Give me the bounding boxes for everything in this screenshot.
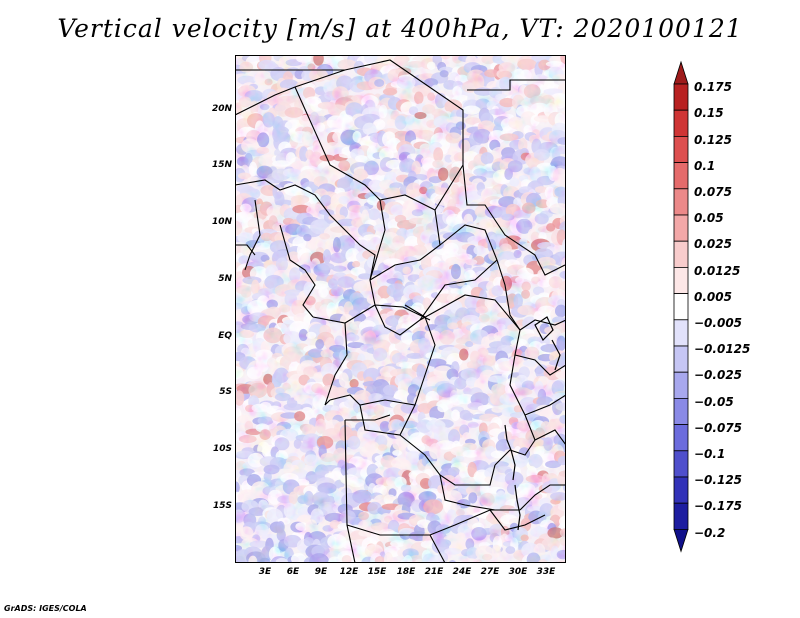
map-frame bbox=[235, 55, 566, 563]
colorbar-cell bbox=[673, 136, 689, 164]
colorbar-cell bbox=[673, 214, 689, 242]
colorbar-cell bbox=[673, 266, 689, 294]
colorbar-cell bbox=[673, 293, 689, 321]
colorbar-bottom-arrow bbox=[673, 529, 689, 553]
colorbar-cell bbox=[673, 240, 689, 268]
colorbar-cell bbox=[673, 83, 689, 111]
lon-label: 21E bbox=[424, 567, 444, 577]
colorbar-cell bbox=[673, 109, 689, 137]
colorbar-label: −0.005 bbox=[694, 316, 743, 330]
grads-credit: GrADS: IGES/COLA bbox=[4, 604, 87, 613]
lat-label: 10N bbox=[211, 217, 232, 227]
lat-label: 15N bbox=[211, 160, 232, 170]
colorbar-cell bbox=[673, 188, 689, 216]
colorbar-label: −0.075 bbox=[694, 421, 743, 435]
lon-label: 18E bbox=[396, 567, 416, 577]
lat-label: 5S bbox=[219, 387, 232, 397]
chart-title: Vertical velocity [m/s] at 400hPa, VT: 2… bbox=[57, 14, 743, 43]
colorbar-label: −0.025 bbox=[694, 368, 743, 382]
colorbar-top-arrow bbox=[673, 60, 689, 85]
colorbar-label: 0.0125 bbox=[694, 264, 741, 278]
colorbar bbox=[673, 60, 689, 553]
colorbar-label: −0.1 bbox=[694, 447, 726, 461]
lon-label: 24E bbox=[452, 567, 472, 577]
lon-label: 9E bbox=[314, 567, 328, 577]
colorbar-label: 0.1 bbox=[694, 159, 716, 173]
colorbar-cells bbox=[673, 60, 689, 553]
colorbar-label: 0.175 bbox=[694, 80, 732, 94]
velocity-texture bbox=[235, 55, 566, 563]
lon-label: 12E bbox=[339, 567, 359, 577]
colorbar-label: 0.05 bbox=[694, 211, 724, 225]
colorbar-label: 0.025 bbox=[694, 237, 732, 251]
lakes bbox=[504, 316, 561, 531]
lon-label: 3E bbox=[258, 567, 272, 577]
colorbar-cell bbox=[673, 319, 689, 347]
vertical-velocity-map bbox=[235, 55, 566, 563]
lon-label: 33E bbox=[536, 567, 556, 577]
lat-label: 15S bbox=[212, 501, 232, 511]
colorbar-label: −0.125 bbox=[694, 473, 743, 487]
colorbar-cell bbox=[673, 397, 689, 425]
colorbar-label: −0.175 bbox=[694, 499, 743, 513]
colorbar-label: 0.125 bbox=[694, 133, 732, 147]
lon-label: 15E bbox=[367, 567, 387, 577]
lat-label: 10S bbox=[212, 444, 232, 454]
lat-label: 20N bbox=[211, 104, 232, 114]
colorbar-cell bbox=[673, 450, 689, 478]
colorbar-label: 0.005 bbox=[694, 290, 732, 304]
lon-label: 30E bbox=[508, 567, 528, 577]
colorbar-label: −0.05 bbox=[694, 395, 734, 409]
colorbar-cell bbox=[673, 476, 689, 504]
colorbar-cell bbox=[673, 371, 689, 399]
colorbar-label: 0.075 bbox=[694, 185, 732, 199]
colorbar-cell bbox=[673, 502, 689, 530]
lon-label: 27E bbox=[480, 567, 500, 577]
lat-label: EQ bbox=[218, 331, 232, 341]
lon-label: 6E bbox=[286, 567, 300, 577]
colorbar-cell bbox=[673, 424, 689, 452]
colorbar-label: 0.15 bbox=[694, 106, 724, 120]
colorbar-label: −0.2 bbox=[694, 526, 726, 540]
colorbar-cell bbox=[673, 345, 689, 373]
country-borders bbox=[235, 59, 566, 563]
colorbar-cell bbox=[673, 162, 689, 190]
lat-label: 5N bbox=[218, 274, 232, 284]
colorbar-label: −0.0125 bbox=[694, 342, 751, 356]
